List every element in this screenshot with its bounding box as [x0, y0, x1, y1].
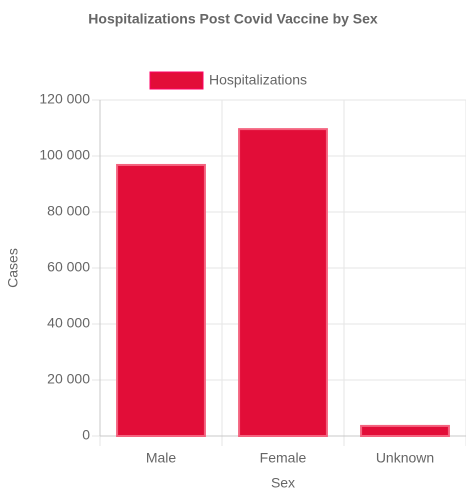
y-tick-label: 0	[82, 427, 90, 443]
x-tick-label: Unknown	[376, 450, 434, 466]
chart-title: Hospitalizations Post Covid Vaccine by S…	[88, 11, 378, 27]
y-tick-label: 60 000	[47, 259, 90, 275]
bar	[360, 424, 450, 438]
legend-label: Hospitalizations	[209, 72, 307, 88]
y-tick-label: 100 000	[39, 147, 90, 163]
x-tick-label: Female	[260, 450, 307, 466]
y-tick-label: 80 000	[47, 203, 90, 219]
bar	[116, 163, 206, 438]
y-tick-label: 20 000	[47, 371, 90, 387]
x-axis-title: Sex	[271, 475, 295, 491]
legend-swatch	[149, 71, 204, 90]
x-tick-label: Male	[146, 450, 177, 466]
y-tick-label: 40 000	[47, 315, 90, 331]
y-tick-label: 120 000	[39, 91, 90, 107]
bar	[238, 128, 328, 437]
y-axis-title: Cases	[5, 248, 21, 288]
